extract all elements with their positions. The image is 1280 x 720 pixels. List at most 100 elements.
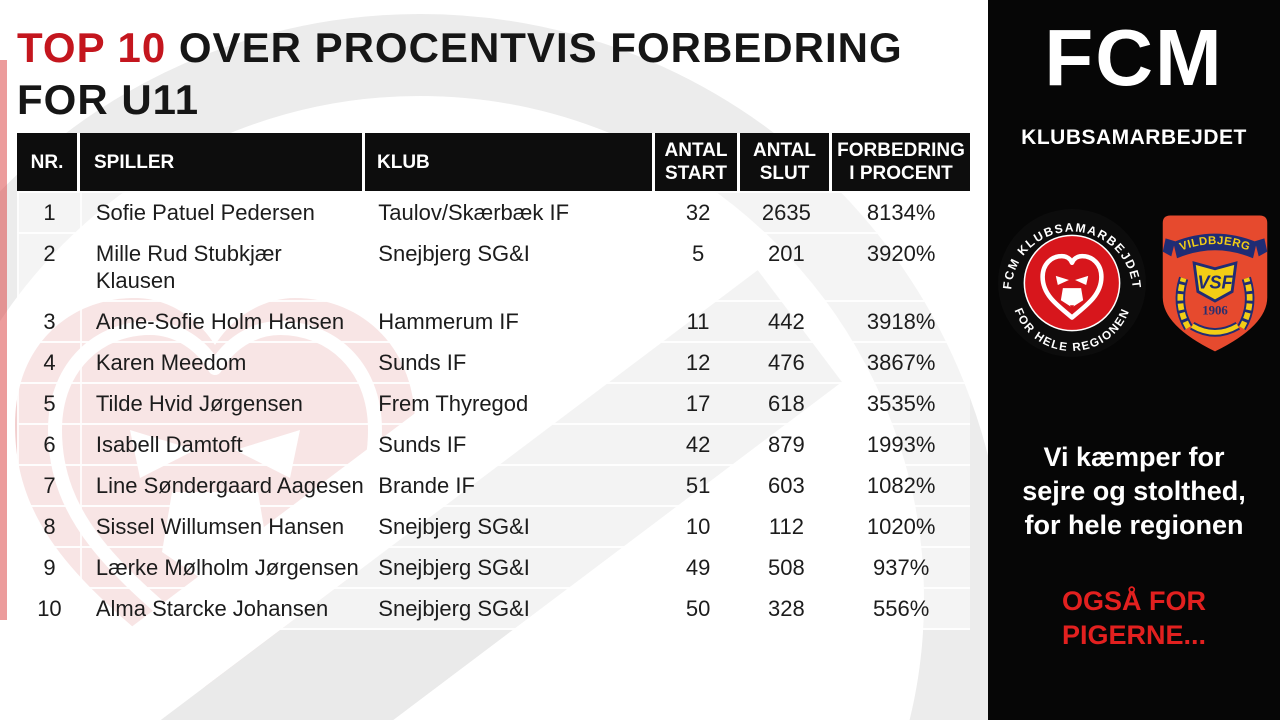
page-title: TOP 10 OVER PROCENTVIS FORBEDRING FOR U1… [17,22,967,126]
wolf-left-eye [1055,275,1069,286]
table-row: 7 Line Søndergaard Aagesen Brande IF 51 … [17,464,970,505]
cell-klub: Frem Thyregod [378,391,529,416]
cell-slut: 618 [768,391,805,416]
table-row: 2 Mille Rud Stubkjær Klausen Snejbjerg S… [17,232,970,300]
table-row: 8 Sissel Willumsen Hansen Snejbjerg SG&I… [17,505,970,546]
header-nr: NR. [17,133,80,191]
cell-slut: 201 [768,241,805,266]
cell-start: 17 [685,391,711,416]
cell-pct: 3535% [866,391,936,416]
cell-pct: 1993% [866,432,936,457]
wolf-nose-notch [1069,305,1075,310]
table-row: 4 Karen Meedom Sunds IF 12 476 3867% [17,341,970,382]
table-row: 6 Isabell Damtoft Sunds IF 42 879 1993% [17,423,970,464]
motto-text: Vi kæmper for sejre og stolthed, for hel… [988,440,1280,542]
brand-title: FCM [1044,13,1224,102]
cell-klub: Snejbjerg SG&I [378,514,530,539]
cell-slut: 879 [768,432,805,457]
tagline-line: PIGERNE... [1061,620,1207,650]
cell-start: 5 [691,241,705,266]
cell-klub: Sunds IF [378,350,467,375]
cell-start: 42 [685,432,711,457]
cell-nr: 7 [19,466,82,505]
cell-spiller: Anne-Sofie Holm Hansen [95,309,345,334]
cell-nr: 9 [19,548,82,587]
wreath-left [1177,277,1191,330]
cell-slut: 328 [768,596,805,621]
cell-spiller: Sofie Patuel Pedersen [95,200,315,225]
motto-line: sejre og stolthed, [1022,476,1246,506]
cell-nr: 6 [19,425,82,464]
cell-pct: 1082% [866,473,936,498]
cell-spiller: Line Søndergaard Aagesen [95,473,364,498]
cell-start: 11 [686,309,710,334]
header-klub: KLUB [365,133,655,191]
cell-pct: 556% [873,596,930,621]
cell-pct: 3918% [866,309,936,334]
header-antal-start: ANTAL START [655,133,740,191]
table-header-row: NR. SPILLER KLUB ANTAL START ANTAL SLUT … [17,133,970,191]
cell-klub: Taulov/Skærbæk IF [378,200,570,225]
cell-start: 32 [685,200,711,225]
title-highlight: TOP 10 [17,24,167,71]
brand-subtitle: KLUBSAMARBEJDET [1021,126,1247,149]
cell-nr: 3 [19,302,82,341]
sidebar: FCM KLUBSAMARBEJDET FCM KLUBSAMARBEJDET … [988,0,1280,720]
table-row: 10 Alma Starcke Johansen Snejbjerg SG&I … [17,587,970,630]
cell-start: 51 [685,473,711,498]
cell-nr: 4 [19,343,82,382]
cell-slut: 508 [768,555,805,580]
table-row: 3 Anne-Sofie Holm Hansen Hammerum IF 11 … [17,300,970,341]
wreath-right [1239,277,1253,330]
cell-pct: 937% [873,555,930,580]
title-line2: FOR U11 [17,76,200,123]
motto-line: for hele regionen [1024,510,1244,540]
tagline-text: OGSÅ FOR PIGERNE... [988,584,1280,652]
cell-start: 12 [685,350,711,375]
shield-year: 1906 [1202,303,1228,317]
cell-nr: 10 [19,589,82,628]
wolf-right-eye [1075,275,1089,286]
cell-klub: Snejbjerg SG&I [378,555,530,580]
header-spiller: SPILLER [80,133,365,191]
cell-slut: 603 [768,473,805,498]
cell-klub: Brande IF [378,473,475,498]
vildbjerg-sf-badge-icon: VILDBJERG VSF 1906 [1162,215,1268,352]
motto-line: Vi kæmper for [1043,442,1225,472]
tagline-line: OGSÅ FOR [1061,586,1206,616]
cell-klub: Snejbjerg SG&I [378,596,530,621]
cell-pct: 8134% [866,200,936,225]
cell-slut: 112 [768,514,804,539]
main-content: TOP 10 OVER PROCENTVIS FORBEDRING FOR U1… [17,22,970,630]
cell-spiller: Tilde Hvid Jørgensen [95,391,303,416]
ranking-table: NR. SPILLER KLUB ANTAL START ANTAL SLUT … [17,133,970,630]
cell-pct: 3867% [866,350,936,375]
cell-spiller: Isabell Damtoft [95,432,243,457]
shield-initials: VSF [1197,273,1233,293]
cell-pct: 1020% [866,514,936,539]
title-rest: OVER PROCENTVIS FORBEDRING [166,24,903,71]
cell-spiller: Sissel Willumsen Hansen [95,514,345,539]
cell-nr: 1 [19,193,82,232]
cell-spiller: Karen Meedom [95,350,247,375]
cell-slut: 442 [768,309,805,334]
heart-outline [1040,253,1104,320]
cell-slut: 2635 [761,200,811,225]
wreath-bottom [1191,323,1239,335]
cell-nr: 5 [19,384,82,423]
cell-pct: 3920% [866,241,936,266]
wolf-muzzle [1060,288,1084,308]
cell-klub: Hammerum IF [378,309,519,334]
cell-klub: Sunds IF [378,432,467,457]
cell-start: 49 [685,555,711,580]
cell-spiller: Alma Starcke Johansen [95,596,329,621]
table-row: 1 Sofie Patuel Pedersen Taulov/Skærbæk I… [17,191,970,232]
header-antal-slut: ANTAL SLUT [740,133,832,191]
header-forbedring: FORBEDRING I PROCENT [837,140,965,184]
fcm-klubsamarbejdet-badge-icon: FCM KLUBSAMARBEJDET FOR HELE REGIONEN [998,209,1146,357]
cell-klub: Snejbjerg SG&I [378,241,530,266]
inner-shield [1192,261,1238,303]
cell-slut: 476 [768,350,805,375]
